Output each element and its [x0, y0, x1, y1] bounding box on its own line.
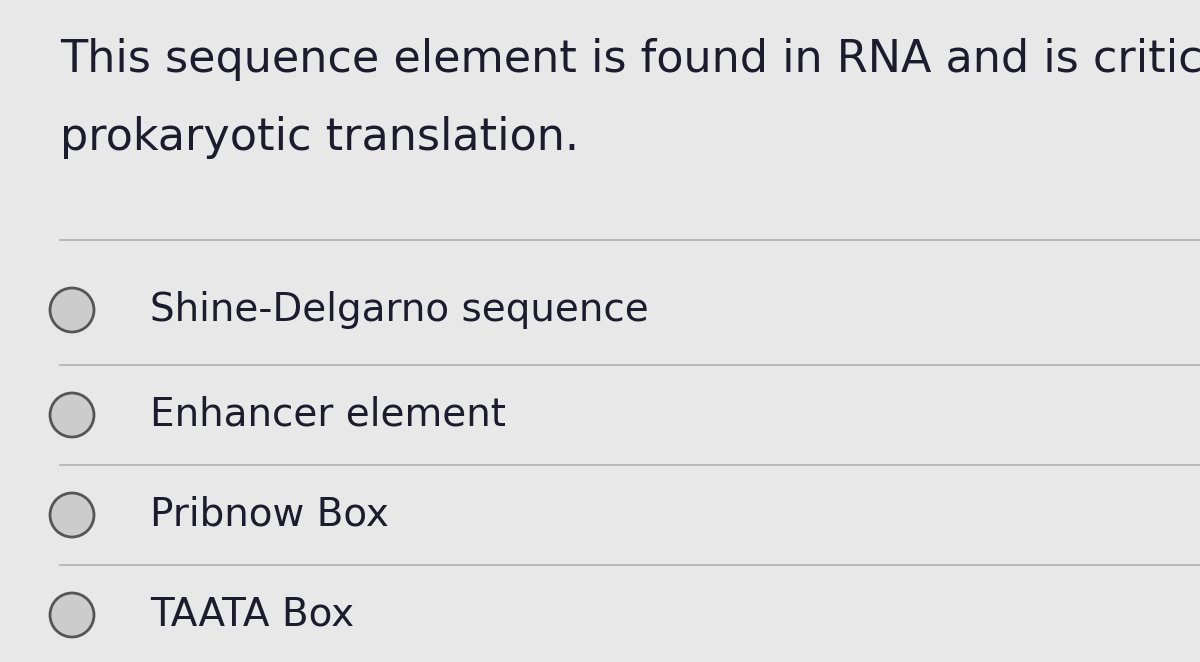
Ellipse shape: [50, 493, 94, 537]
Text: This sequence element is found in RNA and is critical for: This sequence element is found in RNA an…: [60, 38, 1200, 81]
Text: prokaryotic translation.: prokaryotic translation.: [60, 116, 580, 159]
Text: Shine-Delgarno sequence: Shine-Delgarno sequence: [150, 291, 649, 329]
Text: TAATA Box: TAATA Box: [150, 596, 354, 634]
Text: Enhancer element: Enhancer element: [150, 396, 506, 434]
Ellipse shape: [50, 593, 94, 637]
Ellipse shape: [50, 393, 94, 437]
Ellipse shape: [50, 288, 94, 332]
Text: Pribnow Box: Pribnow Box: [150, 496, 389, 534]
